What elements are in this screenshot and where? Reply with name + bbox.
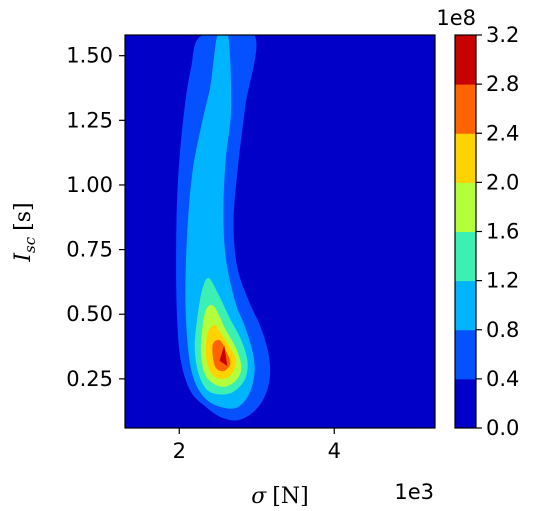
y-tick-label: 1.00 [66, 173, 113, 197]
colorbar-segment [455, 329, 476, 380]
y-tick-label: 1.25 [66, 108, 113, 132]
y-axis-label: Isc[s] [11, 202, 39, 262]
colorbar-segment [455, 378, 476, 429]
x-tick-label: 4 [328, 439, 341, 463]
colorbar-tick-label: 1.6 [486, 220, 519, 244]
colorbar-segment [455, 182, 476, 232]
plot-area [124, 34, 436, 429]
contour-fills [176, 35, 271, 421]
contour-level-7 [219, 345, 228, 366]
colorbar-tick-label: 3.2 [486, 23, 519, 47]
y-tick-label: 0.75 [66, 238, 113, 262]
colorbar-segment [455, 133, 476, 183]
colorbar-tick-label: 2.0 [486, 170, 519, 194]
colorbar-tick-label: 0.8 [486, 318, 519, 342]
x-tick-label: 2 [173, 439, 186, 463]
colorbar: 0.0 0.4 0.8 1.2 1.6 2.0 2.4 2.8 3.2 [454, 23, 519, 440]
colorbar-multiplier: 1e8 [436, 6, 476, 30]
y-tick-label: 0.50 [66, 302, 113, 326]
colorbar-tick-label: 2.8 [486, 72, 519, 96]
colorbar-tick-label: 0.0 [486, 416, 519, 440]
colorbar-tick-label: 0.4 [486, 367, 519, 391]
colorbar-segment [455, 231, 476, 282]
plot-background [125, 35, 435, 428]
y-axis: 0.25 0.50 0.75 1.00 1.25 1.50 [66, 44, 125, 391]
colorbar-tick-label: 2.4 [486, 121, 519, 145]
colorbar-tick-label: 1.2 [486, 269, 519, 293]
colorbar-segment [455, 84, 476, 134]
x-axis-multiplier: 1e3 [394, 480, 434, 504]
y-tick-label: 0.25 [66, 367, 113, 391]
plot-frame [124, 34, 436, 429]
colorbar-segment [455, 280, 476, 331]
y-tick-label: 1.50 [66, 44, 113, 68]
colorbar-segment [455, 35, 476, 85]
x-axis-label: σ [N] [251, 484, 308, 509]
